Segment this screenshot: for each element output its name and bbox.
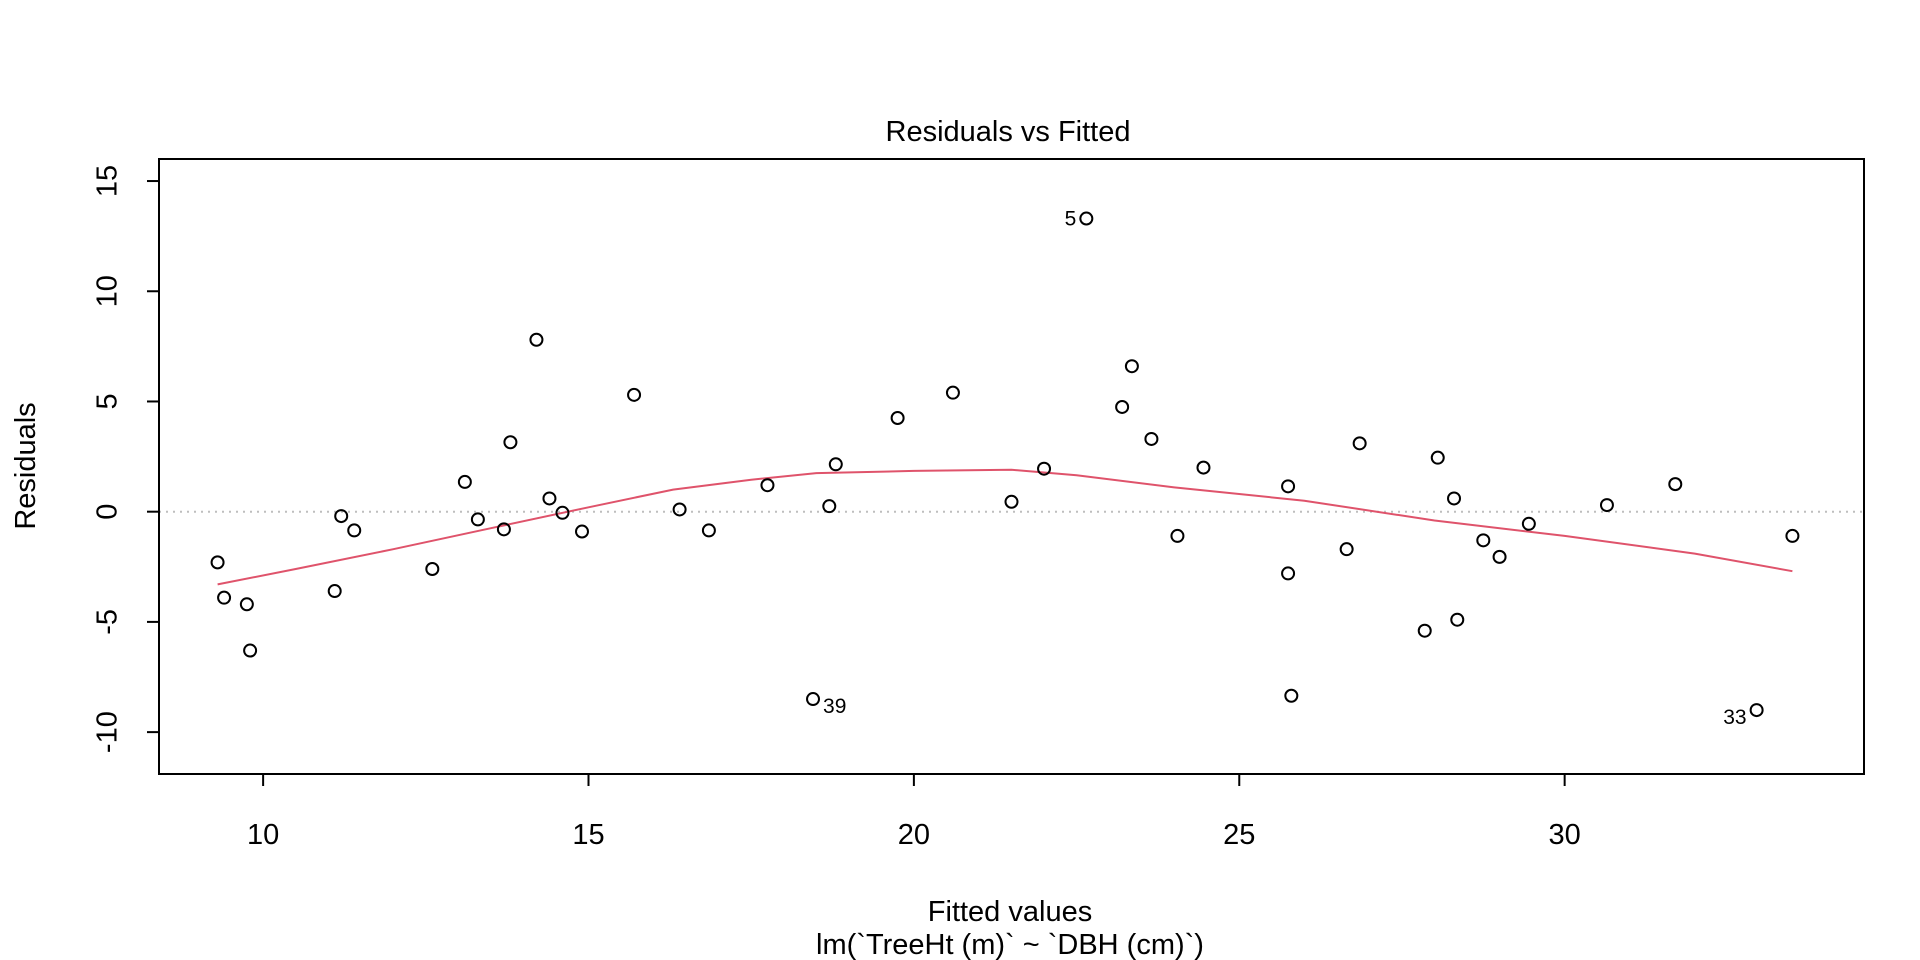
x-tick-label: 25 [1223,819,1255,851]
y-axis: -10 -5 0 5 10 15 [92,165,160,753]
data-point [1115,399,1130,414]
data-point [760,478,775,493]
y-tick-label: -5 [92,609,124,635]
data-point [890,411,905,426]
data-point [334,509,349,524]
y-tick-label: 0 [92,504,124,520]
data-point [1352,436,1367,451]
y-tick-label: 5 [92,393,124,409]
data-point [529,332,544,347]
data-point [672,502,687,517]
data-point [217,590,232,605]
data-point [425,562,440,576]
x-axis-label: Fitted values [928,896,1092,928]
data-point [503,435,518,450]
y-tick-label: 15 [92,165,124,197]
data-point [1339,542,1354,557]
data-point [1284,688,1299,703]
data-point [1450,612,1465,627]
data-point [1447,491,1462,506]
data-point [1492,549,1507,564]
data-point [542,491,557,506]
data-point [347,523,362,538]
data-point [822,499,837,514]
x-tick-label: 15 [572,819,604,851]
data-point [1170,528,1185,543]
data-point [1749,703,1764,718]
point-label: 39 [823,695,846,718]
data-point [1521,516,1536,531]
x-tick-label: 10 [247,819,279,851]
data-point [1599,498,1614,513]
data-point [945,385,960,400]
data-point [574,524,589,539]
data-point [701,523,716,538]
data-point [627,387,642,402]
y-axis-label: Residuals [10,402,42,529]
data-point [239,597,254,612]
data-point [327,584,342,599]
data-point [1196,460,1211,475]
point-label: 5 [1065,208,1077,231]
point-label: 33 [1723,706,1746,729]
data-point [1668,477,1683,492]
data-point [1281,479,1296,494]
data-point [243,643,258,658]
x-tick-label: 20 [898,819,930,851]
data-point [1281,566,1296,581]
chart-subtitle: lm(`TreeHt (m)` ~ `DBH (cm)`) [816,929,1204,960]
data-point [1144,431,1159,446]
data-point [496,522,511,537]
data-point [1079,211,1094,226]
smoother-line [217,468,1793,586]
data-points: 39 5 33 [210,208,1800,729]
x-tick-label: 30 [1549,819,1581,851]
y-tick-label: 10 [92,275,124,307]
chart-title: Residuals vs Fitted [886,116,1131,148]
data-point [470,512,485,527]
data-point [210,555,225,570]
data-point [806,692,821,707]
y-tick-label: -10 [92,711,124,753]
data-point [1124,359,1139,374]
data-point [1430,450,1445,465]
data-point [1004,494,1019,509]
x-axis: 10 15 20 25 30 [247,773,1581,851]
data-point [1417,623,1432,638]
data-point [457,474,472,489]
data-point [1476,533,1491,548]
data-point [1037,461,1052,476]
data-point [1785,528,1800,543]
data-point [555,505,570,520]
plot-frame [158,158,1865,775]
data-point [828,457,843,472]
